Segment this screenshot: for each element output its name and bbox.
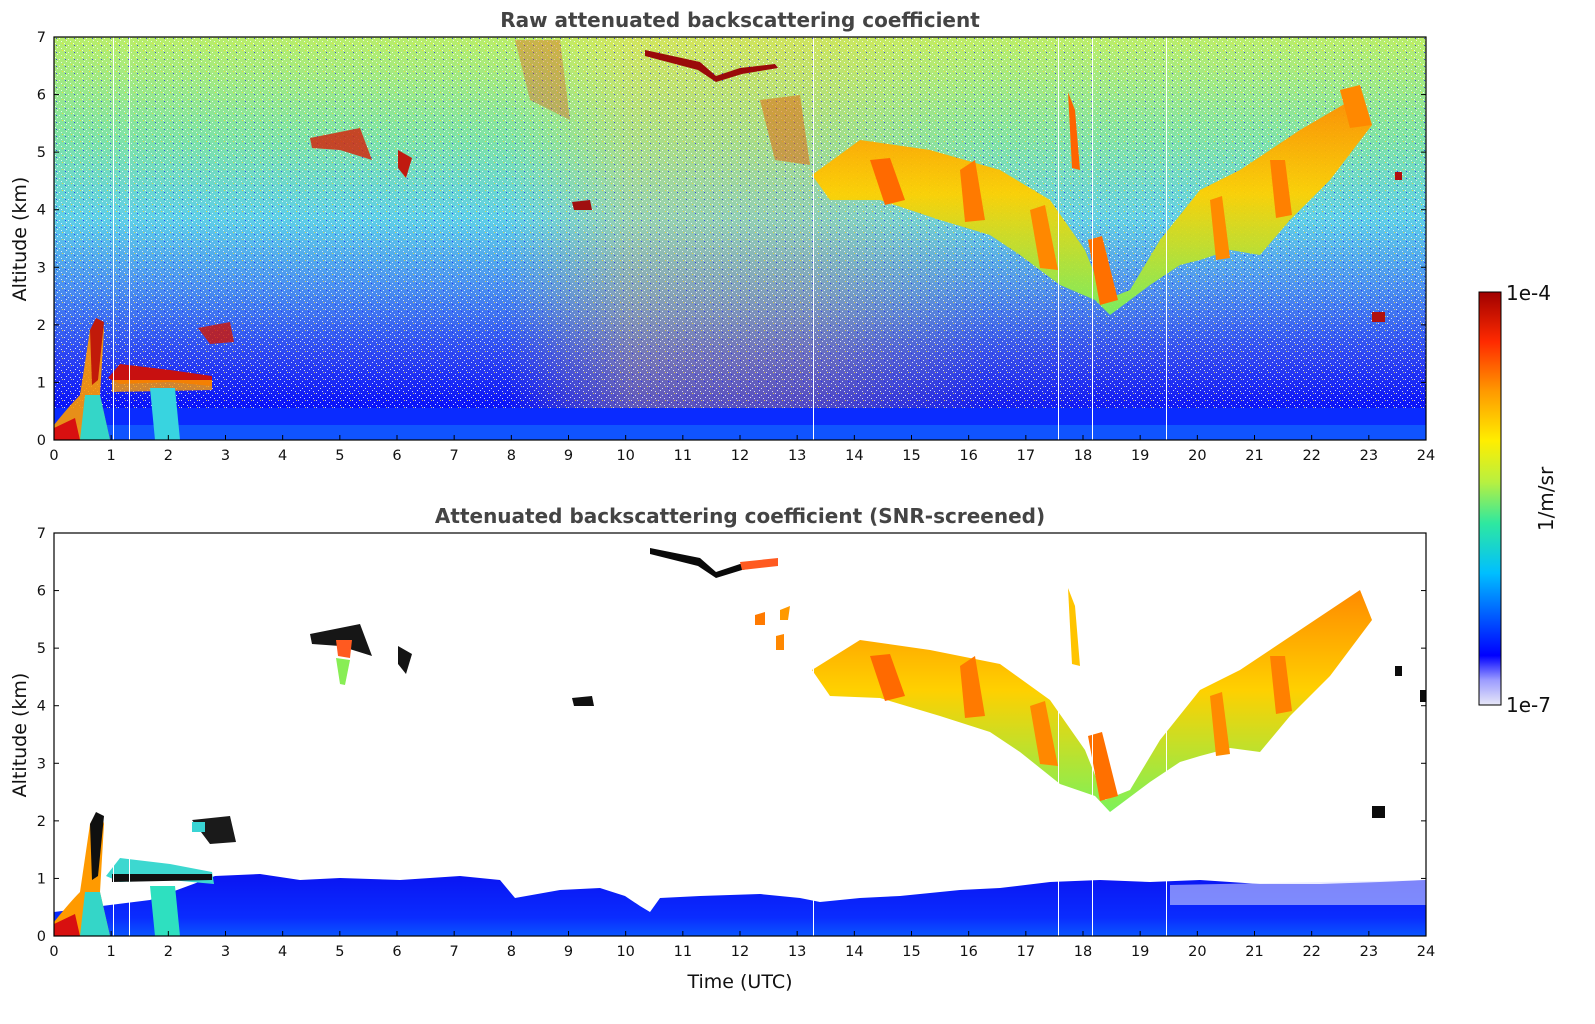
colorbar-max-label: 1e-4	[1506, 281, 1551, 305]
y-tick-label: 3	[37, 756, 46, 772]
y-tick-label: 0	[37, 929, 46, 945]
x-tick-label: 4	[278, 448, 287, 464]
y-tick-label: 3	[37, 260, 46, 276]
x-tick-label: 20	[1188, 944, 1206, 960]
x-tick-label: 13	[788, 944, 806, 960]
x-tick-label: 11	[674, 448, 692, 464]
x-tick-label: 22	[1302, 944, 1320, 960]
x-tick-label: 23	[1360, 944, 1378, 960]
raw-y-axis-label: Altitude (km)	[9, 177, 31, 302]
y-tick-label: 4	[37, 699, 46, 715]
x-tick-label: 9	[564, 944, 573, 960]
x-tick-label: 1	[107, 944, 116, 960]
x-tick-label: 19	[1131, 944, 1149, 960]
colorbar-min-label: 1e-7	[1506, 693, 1551, 717]
x-tick-label: 8	[507, 448, 516, 464]
x-tick-label: 6	[392, 448, 401, 464]
y-tick-label: 6	[37, 88, 46, 104]
screened-high-elevated-layer	[650, 548, 778, 578]
x-axis-label: Time (UTC)	[686, 971, 792, 993]
y-tick-label: 7	[37, 526, 46, 542]
colorbar-unit-label: 1/m/sr	[1534, 466, 1558, 531]
colorbar-gradient-bar	[1478, 291, 1502, 706]
x-tick-label: 17	[1017, 944, 1035, 960]
y-tick-label: 5	[37, 641, 46, 657]
screened-heatmap-image	[54, 533, 1426, 936]
y-tick-label: 0	[37, 433, 46, 449]
x-tick-label: 15	[902, 448, 920, 464]
y-tick-label: 1	[37, 375, 46, 391]
raw-backscatter-panel: Raw attenuated backscattering coefficien…	[9, 8, 1435, 464]
screened-boundary-layer	[54, 874, 1426, 936]
x-tick-label: 10	[616, 944, 634, 960]
raw-high-elevated-layer	[645, 50, 778, 82]
x-tick-label: 21	[1245, 448, 1263, 464]
screened-y-axis-label: Altitude (km)	[9, 673, 31, 798]
y-tick-label: 5	[37, 145, 46, 161]
x-tick-label: 14	[845, 944, 863, 960]
x-tick-label: 2	[164, 448, 173, 464]
y-tick-label: 2	[37, 814, 46, 830]
x-tick-label: 14	[845, 448, 863, 464]
x-tick-label: 11	[674, 944, 692, 960]
raw-axes: 0 1 2 3 4 5 6 7 8 9 10 11 12 13 14 15 16 17 18 19 20 21 22 23 24…	[37, 30, 1435, 464]
x-tick-label: 9	[564, 448, 573, 464]
x-tick-label: 0	[49, 944, 58, 960]
y-tick-label: 2	[37, 318, 46, 334]
screened-axes: 0 1 2 3 4 5 6 7 8 9 10 11 12 13 14 15 16 17 18 19 20 21 22 23 24…	[37, 526, 1435, 960]
x-tick-label: 19	[1131, 448, 1149, 464]
x-tick-label: 17	[1017, 448, 1035, 464]
x-tick-label: 21	[1245, 944, 1263, 960]
x-tick-label: 18	[1074, 944, 1092, 960]
raw-mid-patch	[310, 128, 372, 160]
x-tick-label: 5	[335, 448, 344, 464]
x-tick-label: 7	[450, 944, 459, 960]
x-tick-label: 20	[1188, 448, 1206, 464]
x-tick-label: 10	[616, 448, 634, 464]
y-tick-label: 6	[37, 584, 46, 600]
screened-bl-top-fringe	[1170, 880, 1426, 905]
x-tick-label: 16	[959, 448, 977, 464]
screened-panel-title: Attenuated backscattering coefficient (S…	[435, 504, 1045, 528]
x-tick-label: 24	[1417, 944, 1435, 960]
x-tick-label: 22	[1302, 448, 1320, 464]
x-tick-label: 8	[507, 944, 516, 960]
x-tick-label: 16	[959, 944, 977, 960]
x-tick-label: 2	[164, 944, 173, 960]
y-tick-label: 4	[37, 203, 46, 219]
x-tick-label: 13	[788, 448, 806, 464]
x-tick-label: 15	[902, 944, 920, 960]
x-tick-label: 24	[1417, 448, 1435, 464]
x-tick-label: 0	[49, 448, 58, 464]
raw-precip-column	[150, 388, 180, 440]
x-tick-label: 7	[450, 448, 459, 464]
x-tick-label: 4	[278, 944, 287, 960]
x-tick-label: 1	[107, 448, 116, 464]
raw-panel-title: Raw attenuated backscattering coefficien…	[500, 8, 980, 32]
y-tick-label: 7	[37, 30, 46, 46]
x-tick-label: 23	[1360, 448, 1378, 464]
x-tick-label: 3	[221, 448, 230, 464]
y-tick-label: 1	[37, 871, 46, 887]
x-tick-label: 6	[392, 944, 401, 960]
screened-backscatter-panel: Attenuated backscattering coefficient (S…	[9, 504, 1435, 993]
colorbar: 1e-4 1e-7 1/m/sr	[1478, 281, 1558, 717]
x-tick-label: 5	[335, 944, 344, 960]
x-tick-label: 12	[731, 944, 749, 960]
raw-heatmap-image	[54, 37, 1426, 440]
x-tick-label: 3	[221, 944, 230, 960]
x-tick-label: 18	[1074, 448, 1092, 464]
x-tick-label: 12	[731, 448, 749, 464]
